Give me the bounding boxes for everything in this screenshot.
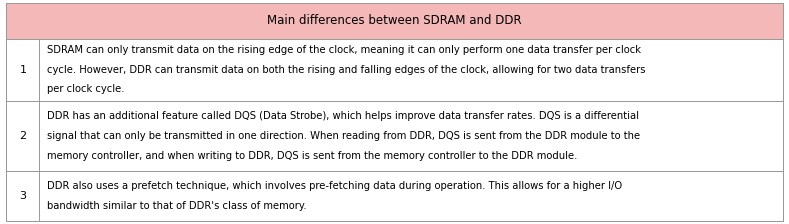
- Text: 3: 3: [20, 191, 26, 201]
- Text: bandwidth similar to that of DDR's class of memory.: bandwidth similar to that of DDR's class…: [47, 201, 307, 211]
- Bar: [6, 3, 783, 39]
- Text: memory controller, and when writing to DDR, DQS is sent from the memory controll: memory controller, and when writing to D…: [47, 151, 578, 161]
- Text: signal that can only be transmitted in one direction. When reading from DDR, DQS: signal that can only be transmitted in o…: [47, 131, 641, 141]
- Text: DDR also uses a prefetch technique, which involves pre-fetching data during oper: DDR also uses a prefetch technique, whic…: [47, 181, 623, 192]
- Text: 1: 1: [20, 65, 26, 75]
- Text: DDR has an additional feature called DQS (Data Strobe), which helps improve data: DDR has an additional feature called DQS…: [47, 112, 639, 121]
- Bar: [6, 39, 783, 101]
- Text: per clock cycle.: per clock cycle.: [47, 84, 125, 95]
- Text: cycle. However, DDR can transmit data on both the rising and falling edges of th: cycle. However, DDR can transmit data on…: [47, 65, 646, 75]
- Bar: [6, 101, 783, 171]
- Text: SDRAM can only transmit data on the rising edge of the clock, meaning it can onl: SDRAM can only transmit data on the risi…: [47, 45, 641, 55]
- Bar: [6, 171, 783, 221]
- Text: Main differences between SDRAM and DDR: Main differences between SDRAM and DDR: [267, 14, 522, 27]
- Text: 2: 2: [19, 131, 27, 141]
